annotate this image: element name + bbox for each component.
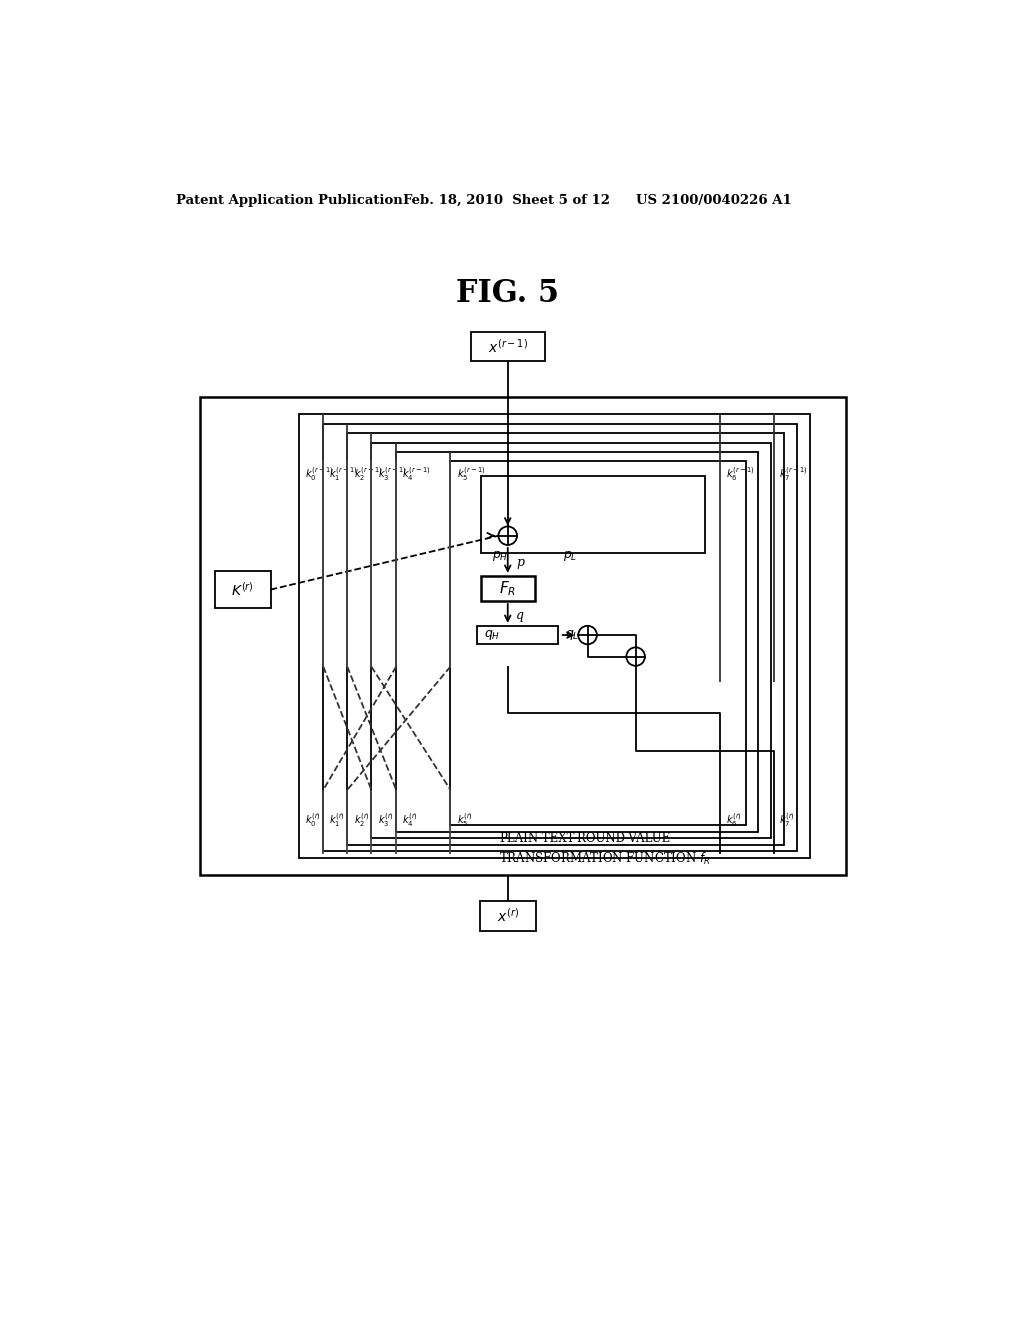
Text: p: p — [516, 556, 524, 569]
Text: $x^{(r-1)}$: $x^{(r-1)}$ — [487, 338, 527, 355]
Bar — [215, 572, 270, 609]
Text: $k_7^{(r)}$: $k_7^{(r)}$ — [779, 812, 795, 829]
Bar — [299, 414, 810, 858]
Text: $F_R$: $F_R$ — [499, 579, 516, 598]
Text: FIG. 5: FIG. 5 — [457, 277, 559, 309]
Bar — [347, 433, 784, 845]
Text: $K^{(r)}$: $K^{(r)}$ — [231, 581, 254, 598]
Text: $k_6^{(r-1)}$: $k_6^{(r-1)}$ — [726, 465, 754, 483]
Text: $k_1^{(r)}$: $k_1^{(r)}$ — [329, 812, 345, 829]
Bar — [396, 451, 758, 832]
Text: $k_3^{(r-1)}$: $k_3^{(r-1)}$ — [378, 465, 407, 483]
Text: $k_2^{(r-1)}$: $k_2^{(r-1)}$ — [353, 465, 382, 483]
Text: $k_4^{(r)}$: $k_4^{(r)}$ — [402, 812, 418, 829]
Text: Patent Application Publication: Patent Application Publication — [176, 194, 402, 207]
Text: $x^{(r)}$: $x^{(r)}$ — [497, 907, 519, 925]
Text: $k_0^{(r-1)}$: $k_0^{(r-1)}$ — [305, 465, 334, 483]
Text: $p_H$: $p_H$ — [492, 549, 508, 562]
Text: q: q — [516, 609, 524, 622]
Bar — [471, 331, 545, 360]
Text: $q_L$: $q_L$ — [565, 628, 580, 642]
Bar — [200, 397, 846, 874]
Text: Feb. 18, 2010  Sheet 5 of 12: Feb. 18, 2010 Sheet 5 of 12 — [403, 194, 610, 207]
Bar — [480, 576, 535, 601]
Text: $k_2^{(r)}$: $k_2^{(r)}$ — [353, 812, 370, 829]
Bar — [480, 477, 706, 553]
Text: $p_L$: $p_L$ — [562, 549, 577, 562]
Bar — [480, 902, 536, 931]
Bar — [372, 442, 771, 838]
Text: US 2100/0040226 A1: US 2100/0040226 A1 — [636, 194, 792, 207]
Text: PLAIN-TEXT-ROUND-VALUE
TRANSFORMATION FUNCTION $f_R$: PLAIN-TEXT-ROUND-VALUE TRANSFORMATION FU… — [499, 832, 711, 867]
Text: $k_3^{(r)}$: $k_3^{(r)}$ — [378, 812, 394, 829]
Text: $k_5^{(r)}$: $k_5^{(r)}$ — [457, 812, 472, 829]
Bar — [324, 424, 797, 851]
Text: $k_0^{(r)}$: $k_0^{(r)}$ — [305, 812, 321, 829]
Text: $q_H$: $q_H$ — [484, 628, 501, 642]
Text: $k_6^{(r)}$: $k_6^{(r)}$ — [726, 812, 741, 829]
Text: $k_1^{(r-1)}$: $k_1^{(r-1)}$ — [329, 465, 357, 483]
Text: $k_5^{(r-1)}$: $k_5^{(r-1)}$ — [457, 465, 485, 483]
Text: $k_7^{(r-1)}$: $k_7^{(r-1)}$ — [779, 465, 808, 483]
Text: $k_4^{(r-1)}$: $k_4^{(r-1)}$ — [402, 465, 431, 483]
Bar — [477, 626, 558, 644]
Bar — [451, 461, 745, 825]
